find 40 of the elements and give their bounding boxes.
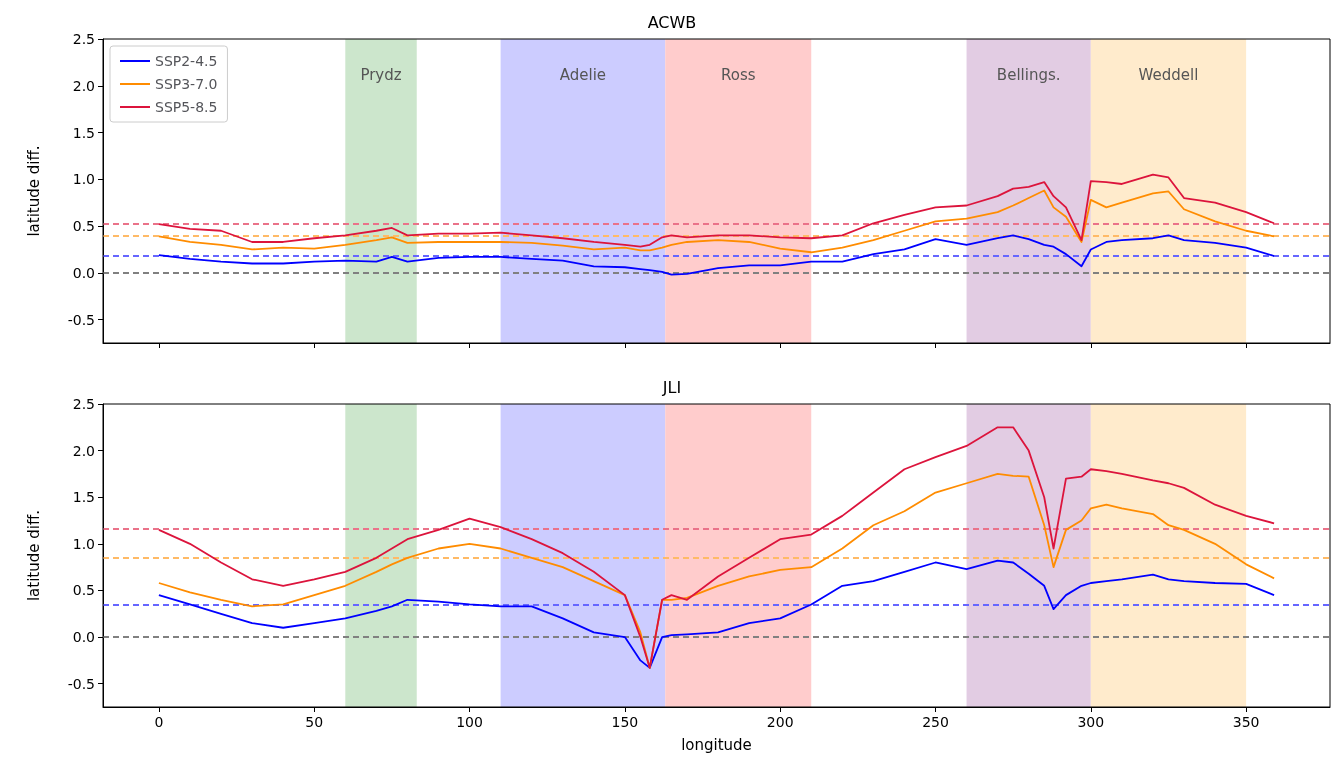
y-tick-label: -0.5: [67, 311, 95, 328]
y-tick-label: 0.5: [72, 582, 95, 599]
y-tick-label: 0.0: [72, 629, 95, 646]
y-axis-title: latitude diff.: [24, 509, 43, 602]
band-label: Prydz: [360, 65, 402, 84]
chart-title: JLI: [661, 377, 682, 397]
line-series: [158, 426, 1275, 669]
line-series: [158, 559, 1275, 669]
y-tick-label: 2.5: [72, 396, 95, 412]
y-tick-label: 2.5: [72, 31, 95, 47]
chart-title: ACWB: [647, 12, 697, 32]
legend-label: SSP2-4.5: [155, 53, 218, 69]
line-series: [158, 173, 1275, 248]
y-tick-label: 0.5: [72, 218, 95, 235]
line-series: [158, 189, 1275, 254]
x-tick-label: 200: [766, 714, 794, 730]
line-series: [158, 234, 1275, 276]
band-label: Weddell: [1138, 65, 1199, 84]
x-axis-title: longitude: [681, 735, 752, 754]
band-label: Bellings.: [996, 65, 1061, 84]
y-tick-label: 1.5: [72, 489, 95, 506]
x-tick-label: 50: [305, 714, 324, 730]
y-tick-label: -0.5: [67, 675, 95, 692]
y-tick-label: 1.0: [72, 171, 95, 188]
y-axis-title: latitude diff.: [24, 145, 43, 237]
y-tick-label: 1.5: [72, 124, 95, 141]
x-tick-label: 300: [1077, 714, 1105, 730]
x-tick-label: 250: [922, 714, 949, 730]
legend-label: SSP3-7.0: [155, 76, 218, 92]
band-label: Adelie: [559, 65, 607, 84]
y-tick-label: 0.0: [72, 264, 95, 281]
band-label: Ross: [720, 65, 756, 84]
y-tick-label: 1.0: [72, 535, 95, 552]
y-tick-label: 2.0: [72, 77, 95, 94]
x-tick-label: 150: [611, 714, 639, 730]
x-tick-label: 0: [154, 714, 164, 730]
legend-label: SSP5-8.5: [155, 99, 218, 115]
x-tick-label: 100: [456, 714, 483, 730]
y-tick-label: 2.0: [72, 442, 95, 459]
x-tick-label: 350: [1232, 714, 1260, 730]
